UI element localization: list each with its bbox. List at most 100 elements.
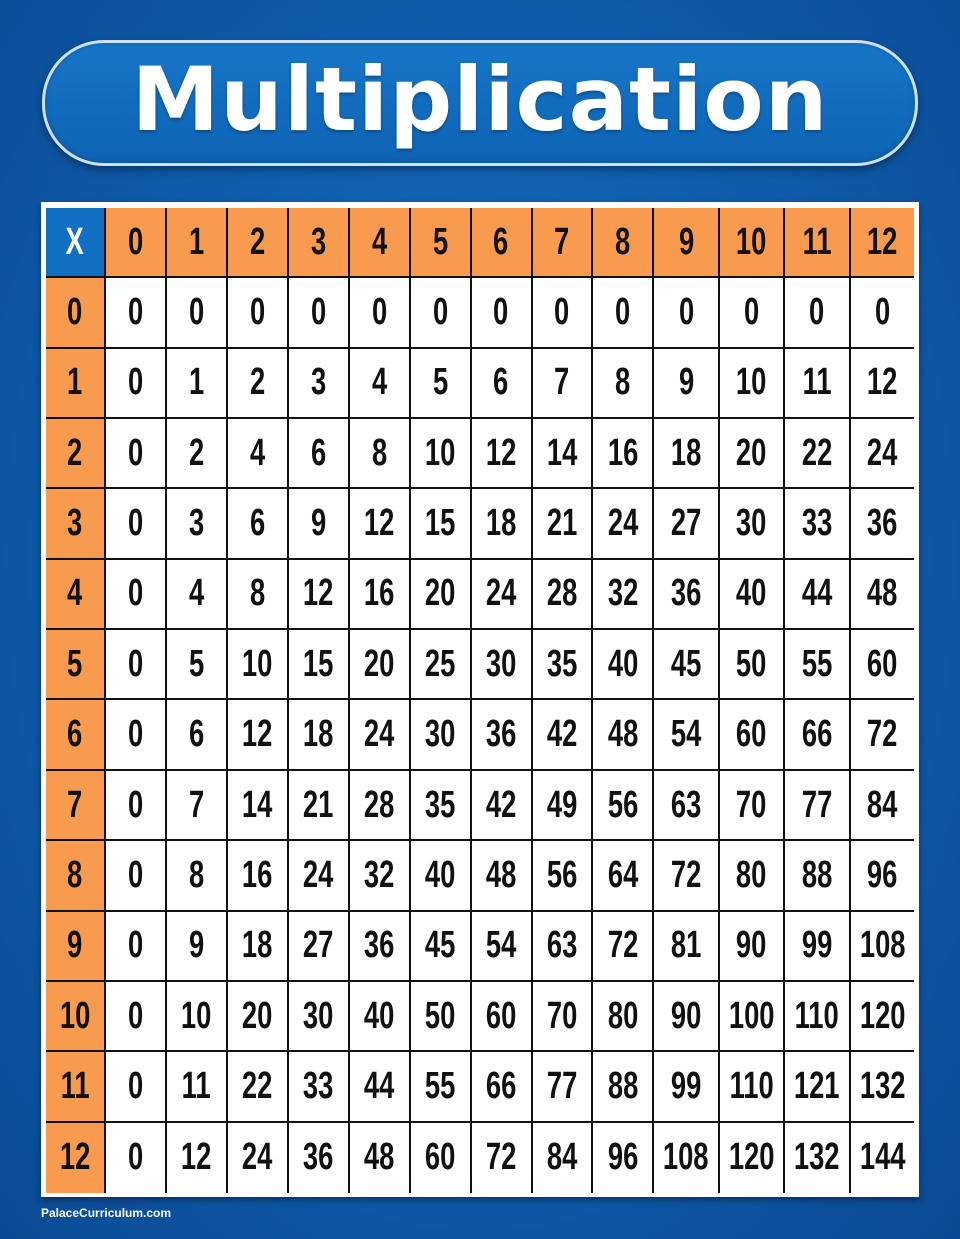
product-cell: 77 [532, 1052, 594, 1123]
multiplication-table: X 0 1 2 3 4 5 6 7 8 9 10 11 12 0 0 0 0 0 0 0 0 0 0 0 0 0 0 1 0 1 2 3 4 5 6 7… [46, 208, 914, 1193]
product-cell: 0 [106, 1052, 167, 1123]
column-header: 3 [288, 208, 350, 279]
product-cell-text: 4 [188, 572, 204, 615]
product-cell: 0 [106, 841, 167, 912]
product-cell-text: 0 [127, 431, 144, 474]
product-cell: 0 [471, 278, 533, 349]
product-cell: 72 [471, 1122, 533, 1193]
column-header-text: 3 [310, 220, 326, 263]
product-cell: 28 [349, 770, 411, 842]
product-cell: 20 [719, 419, 786, 490]
product-cell: 0 [288, 278, 350, 349]
row-header: 8 [46, 841, 106, 912]
product-cell-text: 8 [249, 572, 265, 615]
product-cell: 10 [719, 348, 786, 420]
product-cell: 8 [593, 348, 655, 420]
column-header: 0 [106, 208, 167, 279]
product-cell-text: 12 [363, 502, 395, 545]
product-cell: 6 [227, 489, 289, 560]
product-cell-text: 36 [867, 502, 898, 545]
product-cell-text: 20 [242, 994, 273, 1037]
row-header: 5 [46, 630, 106, 701]
column-header-text: 12 [867, 220, 898, 263]
product-cell: 0 [106, 1122, 167, 1193]
row-header-text: 8 [67, 853, 83, 896]
product-cell-text: 84 [546, 1136, 578, 1179]
product-cell: 33 [288, 1052, 350, 1123]
product-cell-text: 20 [424, 572, 456, 615]
product-cell: 120 [719, 1122, 786, 1193]
product-cell: 11 [166, 1052, 228, 1123]
product-cell: 144 [850, 1122, 914, 1193]
product-cell: 56 [532, 841, 594, 912]
product-cell: 10 [166, 981, 228, 1053]
product-cell-text: 44 [801, 572, 833, 615]
product-cell-text: 70 [736, 783, 767, 826]
product-cell-text: 96 [867, 853, 898, 896]
product-cell: 96 [593, 1122, 655, 1193]
product-cell: 80 [593, 981, 655, 1053]
product-cell-text: 48 [607, 713, 639, 756]
product-cell: 0 [166, 278, 228, 349]
product-cell: 0 [850, 278, 914, 349]
product-cell-text: 84 [867, 783, 898, 826]
product-cell-text: 16 [363, 572, 395, 615]
product-cell-text: 22 [801, 431, 833, 474]
product-cell-text: 60 [736, 713, 767, 756]
product-cell-text: 0 [615, 291, 631, 334]
product-cell: 40 [349, 981, 411, 1053]
product-cell: 30 [288, 981, 350, 1053]
product-cell: 0 [593, 278, 655, 349]
product-cell-text: 55 [801, 642, 833, 685]
product-cell-text: 30 [424, 713, 456, 756]
corner-cell: X [46, 208, 106, 279]
product-cell-text: 77 [546, 1064, 578, 1107]
product-cell: 66 [471, 1052, 533, 1123]
product-cell-text: 18 [242, 924, 273, 967]
product-cell: 2 [166, 419, 228, 490]
product-cell: 49 [532, 770, 594, 842]
product-cell: 12 [166, 1122, 228, 1193]
product-cell: 12 [471, 419, 533, 490]
product-cell-text: 25 [424, 642, 456, 685]
product-cell: 0 [106, 630, 167, 701]
column-header: 8 [593, 208, 655, 279]
product-cell-text: 40 [607, 642, 639, 685]
product-cell-text: 0 [127, 361, 144, 404]
product-cell-text: 24 [242, 1136, 273, 1179]
product-cell: 45 [654, 630, 720, 701]
product-cell: 0 [106, 981, 167, 1053]
product-cell-text: 35 [546, 642, 578, 685]
product-cell-text: 30 [303, 994, 334, 1037]
row-header: 11 [46, 1052, 106, 1123]
product-cell-text: 0 [188, 291, 204, 334]
product-cell-text: 72 [485, 1136, 517, 1179]
product-cell: 0 [106, 911, 167, 982]
product-cell-text: 0 [127, 994, 144, 1037]
product-cell: 110 [719, 1052, 786, 1123]
product-cell: 14 [227, 770, 289, 842]
product-cell-text: 132 [794, 1136, 840, 1179]
column-header-text: 9 [678, 220, 694, 263]
product-cell: 63 [532, 911, 594, 982]
product-cell-text: 10 [736, 361, 767, 404]
product-cell-text: 24 [867, 431, 898, 474]
product-cell: 60 [719, 700, 786, 771]
product-cell: 1 [166, 348, 228, 420]
column-header-text: 1 [188, 220, 204, 263]
product-cell-text: 77 [801, 783, 833, 826]
product-cell-text: 50 [736, 642, 767, 685]
product-cell: 60 [410, 1122, 472, 1193]
product-cell: 32 [593, 559, 655, 631]
product-cell-text: 0 [127, 502, 144, 545]
product-cell: 42 [471, 770, 533, 842]
product-cell: 16 [349, 559, 411, 631]
product-cell: 8 [349, 419, 411, 490]
product-cell-text: 18 [670, 431, 702, 474]
product-cell-text: 33 [303, 1064, 334, 1107]
product-cell-text: 64 [607, 853, 639, 896]
row-header-text: 4 [67, 572, 83, 615]
product-cell: 40 [593, 630, 655, 701]
product-cell-text: 55 [424, 1064, 456, 1107]
product-cell: 55 [785, 630, 851, 701]
